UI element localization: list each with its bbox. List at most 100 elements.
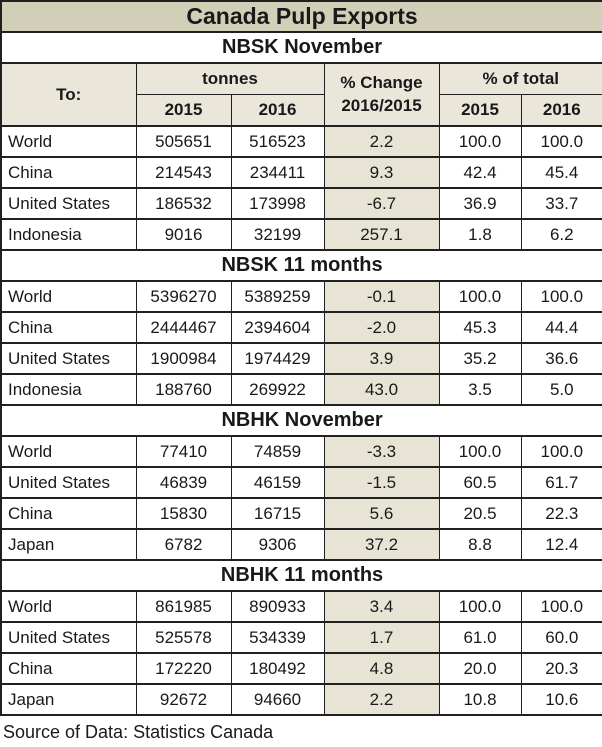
data-row: World 5396270 5389259 -0.1 100.0 100.0 xyxy=(0,280,602,313)
destination-cell: China xyxy=(0,156,137,189)
tonnes-2015-cell: 505651 xyxy=(135,125,232,158)
pct-change-cell: 2.2 xyxy=(323,125,440,158)
tonnes-2016-cell: 46159 xyxy=(230,466,325,499)
tonnes-column-header: tonnes xyxy=(135,62,325,95)
pct-total-2015-cell: 100.0 xyxy=(438,280,522,313)
pct-total-2015-cell: 3.5 xyxy=(438,373,522,406)
data-row: Indonesia 9016 32199 257.1 1.8 6.2 xyxy=(0,218,602,251)
section-heading-row: NBHK November xyxy=(0,404,602,437)
tonnes-2016-cell: 234411 xyxy=(230,156,325,189)
pct-total-2016-cell: 22.3 xyxy=(520,497,602,530)
pct-change-cell: -1.5 xyxy=(323,466,440,499)
pct-total-2015-cell: 42.4 xyxy=(438,156,522,189)
data-row: China 214543 234411 9.3 42.4 45.4 xyxy=(0,156,602,189)
destination-cell: China xyxy=(0,497,137,530)
pct-total-2016-cell: 44.4 xyxy=(520,311,602,344)
pct-total-2015-cell: 61.0 xyxy=(438,621,522,654)
destination-cell: United States xyxy=(0,621,137,654)
pct-change-cell: 37.2 xyxy=(323,528,440,561)
pct-change-cell: 9.3 xyxy=(323,156,440,189)
data-row: United States 46839 46159 -1.5 60.5 61.7 xyxy=(0,466,602,499)
tonnes-2015-cell: 77410 xyxy=(135,435,232,468)
tonnes-2016-cell: 516523 xyxy=(230,125,325,158)
data-row: World 861985 890933 3.4 100.0 100.0 xyxy=(0,590,602,623)
pct-total-2015-cell: 35.2 xyxy=(438,342,522,375)
section-heading: NBHK 11 months xyxy=(0,559,602,592)
pct-total-2016-cell: 10.6 xyxy=(520,683,602,716)
pct-total-2016-cell: 12.4 xyxy=(520,528,602,561)
tonnes-2016-cell: 9306 xyxy=(230,528,325,561)
pct-total-2015-cell: 60.5 xyxy=(438,466,522,499)
data-row: Japan 6782 9306 37.2 8.8 12.4 xyxy=(0,528,602,561)
tonnes-2015-header: 2015 xyxy=(135,94,232,127)
tonnes-2015-cell: 92672 xyxy=(135,683,232,716)
pct-total-2016-cell: 33.7 xyxy=(520,187,602,220)
pct-change-cell: -3.3 xyxy=(323,435,440,468)
tonnes-2016-cell: 173998 xyxy=(230,187,325,220)
section-heading-row: NBSK November xyxy=(0,31,602,64)
column-header-row-2: 2015 2016 2015 2016 xyxy=(1,94,602,127)
pct-change-column-header: % Change 2016/2015 xyxy=(323,62,440,127)
pct-total-2015-cell: 10.8 xyxy=(438,683,522,716)
tonnes-2015-cell: 525578 xyxy=(135,621,232,654)
section-heading: NBSK 11 months xyxy=(0,249,602,282)
destination-cell: Japan xyxy=(0,528,137,561)
source-note: Source of Data: Statistics Canada xyxy=(3,722,274,742)
data-row: United States 525578 534339 1.7 61.0 60.0 xyxy=(0,621,602,654)
destination-cell: China xyxy=(0,652,137,685)
data-row: Indonesia 188760 269922 43.0 3.5 5.0 xyxy=(0,373,602,406)
column-header-row-1: To: tonnes % Change 2016/2015 % of total xyxy=(0,62,602,127)
tonnes-2015-cell: 186532 xyxy=(135,187,232,220)
tonnes-2015-cell: 15830 xyxy=(135,497,232,530)
pct-total-2016-cell: 45.4 xyxy=(520,156,602,189)
data-row: World 77410 74859 -3.3 100.0 100.0 xyxy=(0,435,602,468)
destination-cell: Indonesia xyxy=(0,218,137,251)
section-heading-row: NBHK 11 months xyxy=(0,559,602,592)
pct-total-2016-cell: 100.0 xyxy=(520,590,602,623)
tonnes-2015-cell: 2444467 xyxy=(135,311,232,344)
pct-change-cell: 43.0 xyxy=(323,373,440,406)
pct-total-2016-cell: 6.2 xyxy=(520,218,602,251)
pct-change-cell: 1.7 xyxy=(323,621,440,654)
tonnes-2016-cell: 180492 xyxy=(230,652,325,685)
title-row: Canada Pulp Exports xyxy=(0,0,602,33)
tonnes-2015-cell: 1900984 xyxy=(135,342,232,375)
pct-total-2016-cell: 61.7 xyxy=(520,466,602,499)
tonnes-2015-cell: 188760 xyxy=(135,373,232,406)
pct-change-cell: -6.7 xyxy=(323,187,440,220)
tonnes-2015-cell: 6782 xyxy=(135,528,232,561)
pct-total-2015-cell: 100.0 xyxy=(438,435,522,468)
pct-change-cell: -2.0 xyxy=(323,311,440,344)
destination-cell: Japan xyxy=(0,683,137,716)
tonnes-2016-cell: 2394604 xyxy=(230,311,325,344)
pct-total-2015-cell: 45.3 xyxy=(438,311,522,344)
pct-total-2015-cell: 8.8 xyxy=(438,528,522,561)
tonnes-2016-cell: 74859 xyxy=(230,435,325,468)
data-row: China 2444467 2394604 -2.0 45.3 44.4 xyxy=(0,311,602,344)
pct-total-2015-cell: 20.0 xyxy=(438,652,522,685)
to-column-header: To: xyxy=(0,62,137,127)
data-row: Japan 92672 94660 2.2 10.8 10.6 xyxy=(0,683,602,716)
pct-total-2015-cell: 100.0 xyxy=(438,590,522,623)
tonnes-2015-cell: 46839 xyxy=(135,466,232,499)
tonnes-2016-cell: 1974429 xyxy=(230,342,325,375)
pct-total-2016-cell: 5.0 xyxy=(520,373,602,406)
destination-cell: World xyxy=(0,590,137,623)
data-row: World 505651 516523 2.2 100.0 100.0 xyxy=(0,125,602,158)
destination-cell: World xyxy=(0,435,137,468)
section-heading-row: NBSK 11 months xyxy=(0,249,602,282)
pct-change-cell: 5.6 xyxy=(323,497,440,530)
section-heading: NBHK November xyxy=(0,404,602,437)
destination-cell: China xyxy=(0,311,137,344)
tonnes-2015-cell: 9016 xyxy=(135,218,232,251)
tonnes-2015-cell: 214543 xyxy=(135,156,232,189)
tonnes-2015-cell: 172220 xyxy=(135,652,232,685)
pct-change-cell: 4.8 xyxy=(323,652,440,685)
pct-total-2015-cell: 100.0 xyxy=(438,125,522,158)
pulp-exports-table: Canada Pulp Exports NBSK November To: to… xyxy=(0,0,602,716)
destination-cell: World xyxy=(0,280,137,313)
pct-change-cell: 2.2 xyxy=(323,683,440,716)
data-row: United States 1900984 1974429 3.9 35.2 36.6 xyxy=(0,342,602,375)
pct-change-cell: -0.1 xyxy=(323,280,440,313)
